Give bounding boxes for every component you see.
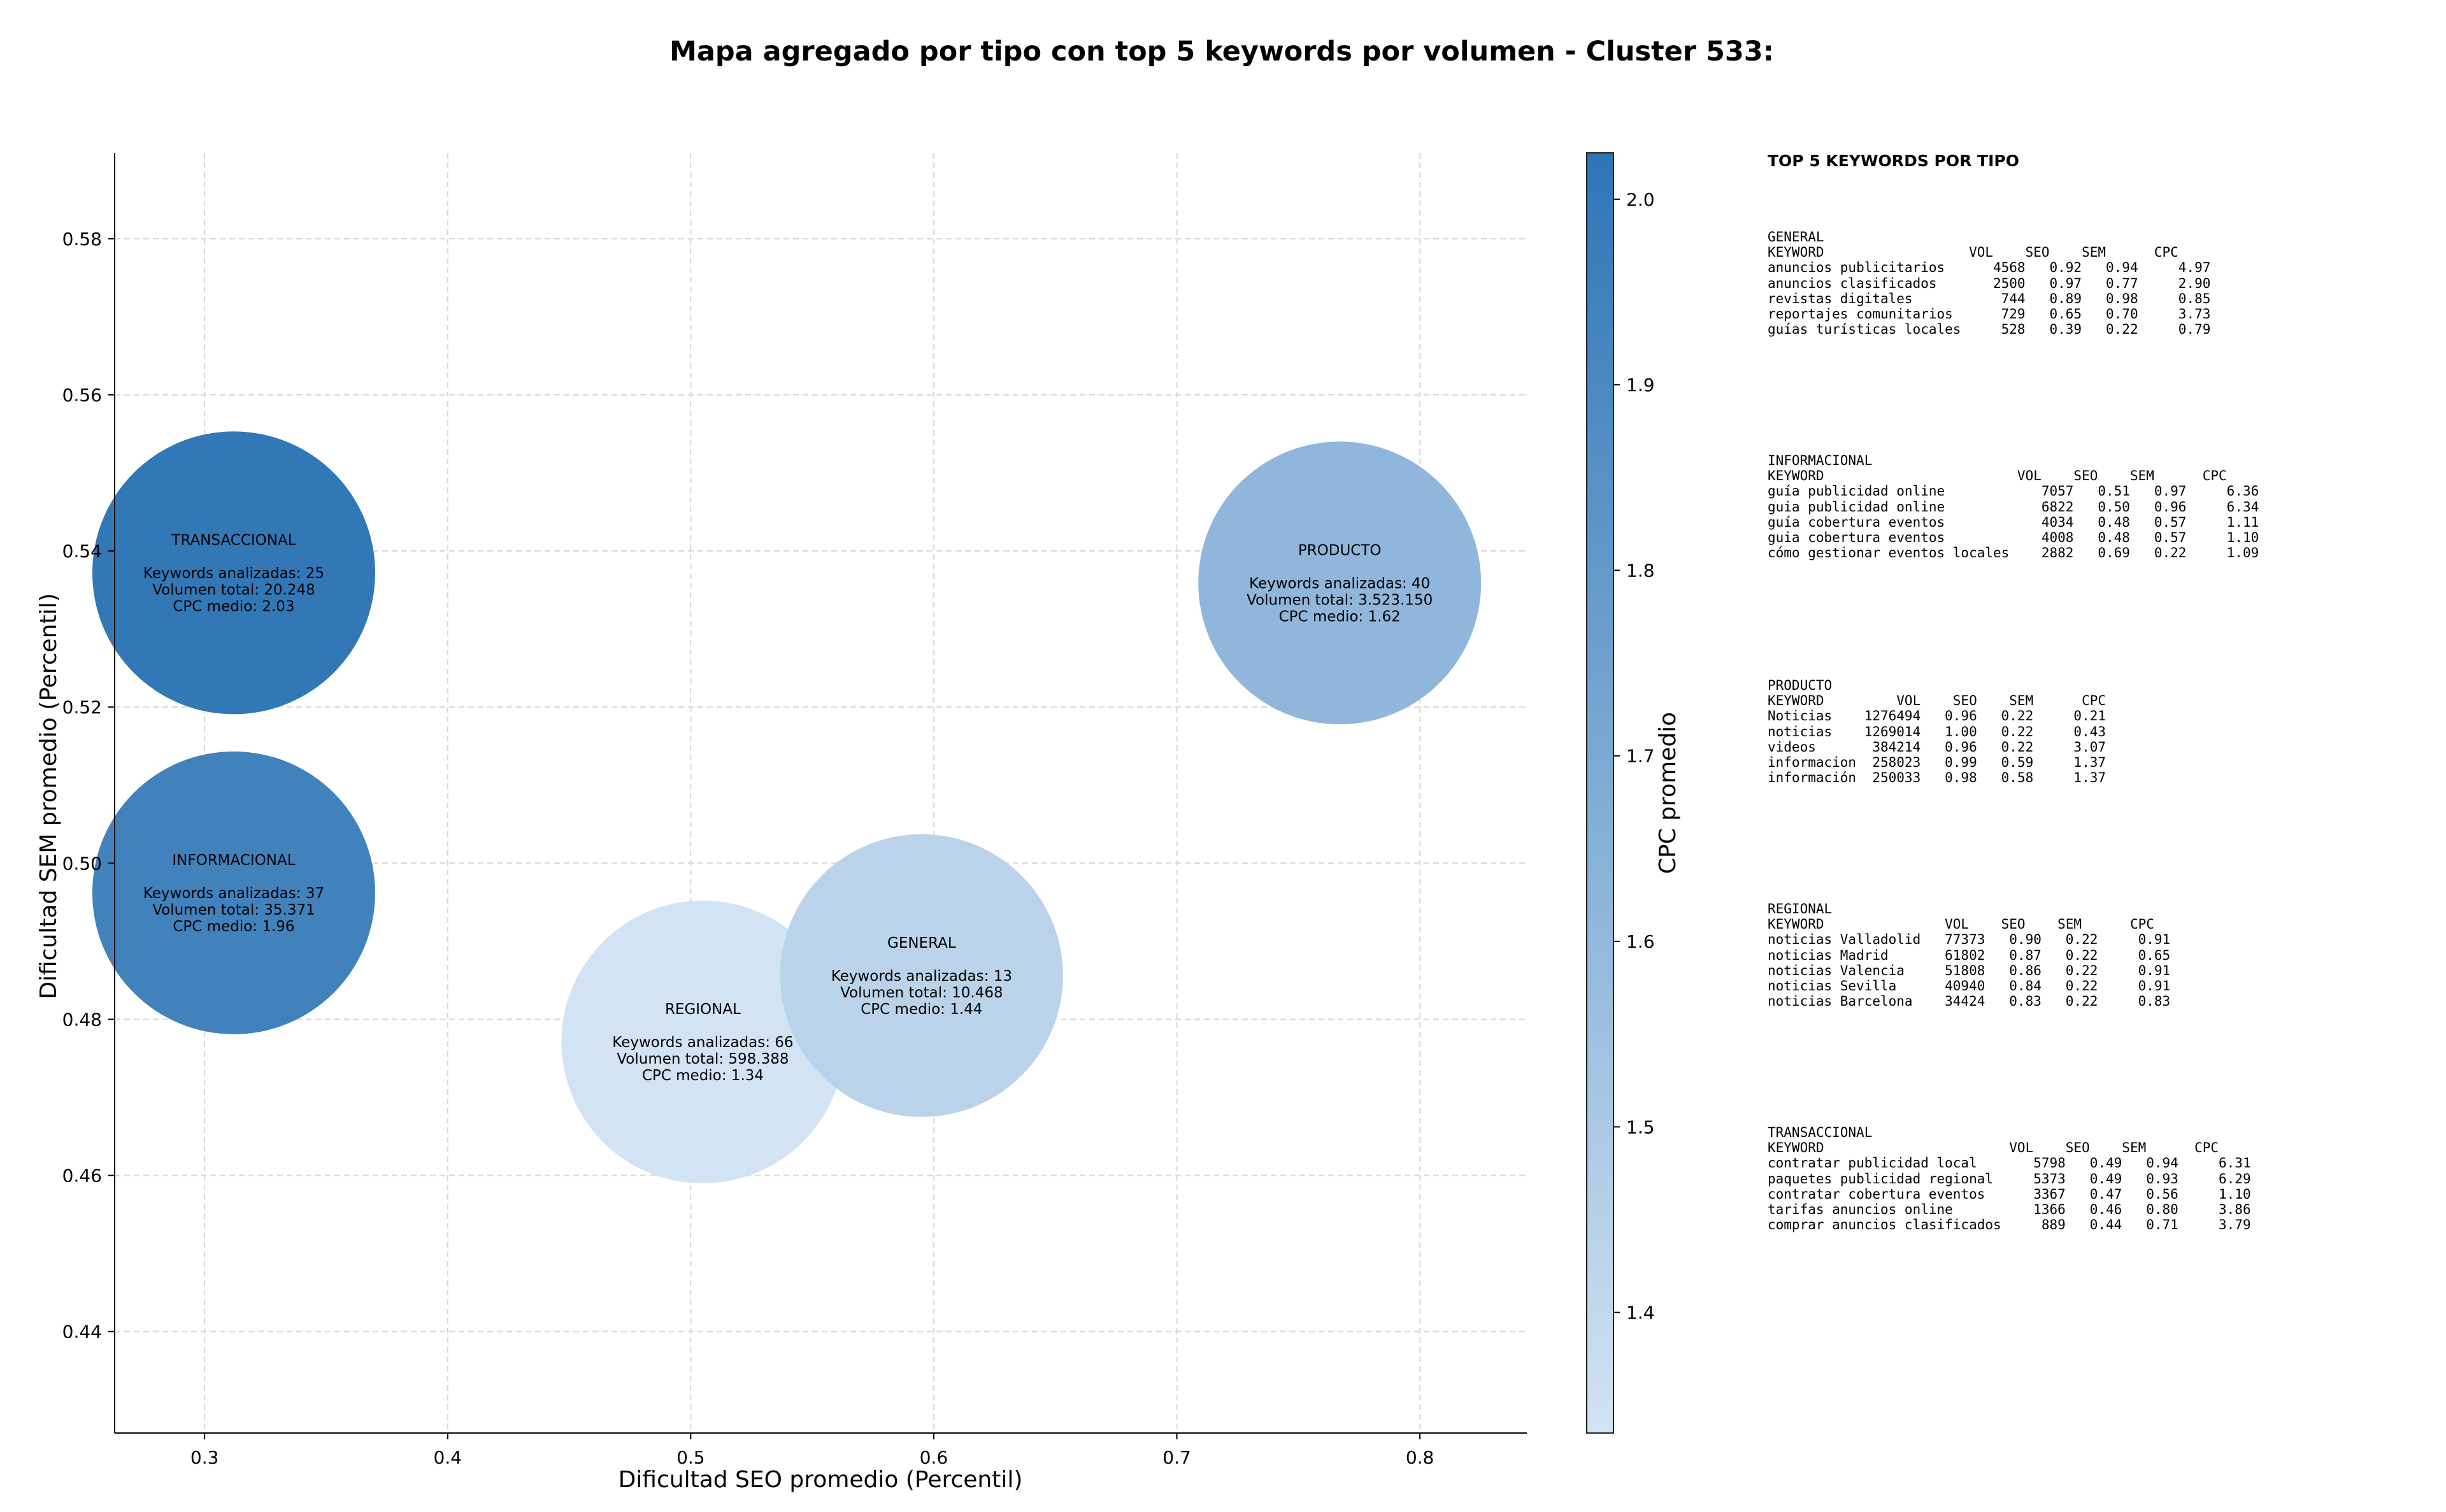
colorbar-tick-label: 1.5 [1626,1116,1655,1138]
bubble-label-informacional: INFORMACIONAL [172,852,295,869]
bubble-label-general: Volumen total: 10.468 [840,985,1003,1001]
colorbar-gradient [1586,152,1614,1434]
keyword-table-regional: REGIONAL KEYWORD VOL SEO SEM CPC noticia… [1768,901,2171,1009]
bubble-label-producto: Keywords analizadas: 40 [1249,575,1430,592]
y-tick-label: 0.58 [62,229,102,250]
x-tick-label: 0.4 [434,1447,462,1468]
bubble-general [780,834,1063,1117]
y-tick-label: 0.44 [62,1322,102,1343]
colorbar-tick-label: 1.9 [1626,374,1655,396]
bubble-regional [561,900,845,1183]
keyword-table-informacional: INFORMACIONAL KEYWORD VOL SEO SEM CPC gu… [1768,453,2259,561]
x-tick-label: 0.3 [190,1447,219,1468]
bubble-label-producto: CPC medio: 1.62 [1279,608,1401,625]
x-axis-label: Dificultad SEO promedio (Percentil) [619,1467,1023,1493]
y-tick-label: 0.52 [62,697,102,718]
bubble-label-general: GENERAL [887,935,956,952]
axes: 0.3 0.4 0.5 0.6 0.7 0.8 0.44 0.46 0.48 0.50 0.52 0.… [62,153,1527,1468]
bubble-label-regional: CPC medio: 1.34 [642,1067,764,1084]
y-tick-label: 0.48 [62,1009,102,1030]
bubble-label-informacional: Keywords analizadas: 37 [143,885,324,902]
y-tick-label: 0.56 [62,385,102,406]
bubble-label-producto: PRODUCTO [1298,542,1382,559]
x-tick-label: 0.5 [676,1447,705,1468]
bubble-label-transaccional: TRANSACCIONAL [171,532,296,548]
x-tick-label: 0.6 [920,1447,948,1468]
bubble-informacional [92,751,375,1034]
bubble-label-informacional: Volumen total: 35.371 [152,902,315,918]
colorbar: 1.4 1.5 1.6 1.7 1.8 1.9 2.0 [1586,152,1655,1434]
bubble-label-general: Keywords analizadas: 13 [831,968,1012,985]
bubble-label-general: CPC medio: 1.44 [861,1001,982,1018]
colorbar-tick-label: 1.8 [1626,560,1655,581]
y-axis-label: Dificultad SEM promedio (Percentil) [36,593,62,999]
bubble-label-transaccional: CPC medio: 2.03 [173,598,294,615]
colorbar-tick-label: 1.4 [1626,1302,1655,1323]
bubble-label-transaccional: Keywords analizadas: 25 [143,565,324,581]
bubble-label-transaccional: Volumen total: 20.248 [152,581,315,598]
chart-title: Mapa agregado por tipo con top 5 keyword… [669,36,1774,68]
colorbar-tick-label: 1.7 [1626,746,1655,767]
bubble-label-producto: Volumen total: 3.523.150 [1247,592,1433,608]
bubble-label-regional: REGIONAL [665,1001,741,1018]
keyword-table-transaccional: TRANSACCIONAL KEYWORD VOL SEO SEM CPC co… [1768,1125,2251,1233]
colorbar-tick-label: 2.0 [1626,189,1655,210]
x-tick-label: 0.8 [1406,1447,1434,1468]
colorbar-label: CPC promedio [1655,712,1681,874]
y-tick-label: 0.54 [62,541,102,562]
side-panel-heading: TOP 5 KEYWORDS POR TIPO [1768,152,2019,170]
keyword-table-general: GENERAL KEYWORD VOL SEO SEM CPC anuncios… [1768,229,2211,338]
keyword-table-producto: PRODUCTO KEYWORD VOL SEO SEM CPC Noticia… [1768,678,2106,786]
y-tick-label: 0.50 [62,853,102,874]
bubble-transaccional [92,431,375,715]
x-tick-label: 0.7 [1162,1447,1191,1468]
bubble-label-regional: Volumen total: 598.388 [617,1051,789,1067]
bubble-label-regional: Keywords analizadas: 66 [612,1034,793,1051]
y-tick-label: 0.46 [62,1166,102,1187]
bubble-label-informacional: CPC medio: 1.96 [173,918,294,935]
colorbar-tick-label: 1.6 [1626,931,1655,952]
bubble-producto [1198,441,1482,725]
